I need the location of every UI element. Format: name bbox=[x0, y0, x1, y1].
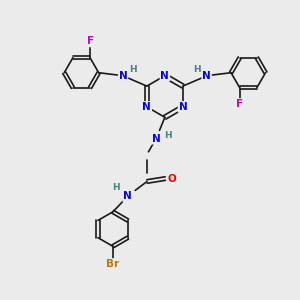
Text: F: F bbox=[236, 99, 243, 109]
Text: H: H bbox=[193, 65, 201, 74]
Text: N: N bbox=[123, 191, 132, 201]
Text: Br: Br bbox=[106, 259, 119, 269]
Text: H: H bbox=[112, 183, 120, 192]
Text: O: O bbox=[167, 173, 176, 184]
Text: H: H bbox=[129, 65, 136, 74]
Text: N: N bbox=[142, 102, 151, 112]
Text: N: N bbox=[152, 134, 160, 144]
Text: F: F bbox=[86, 36, 94, 46]
Text: N: N bbox=[202, 71, 211, 81]
Text: H: H bbox=[165, 130, 172, 140]
Text: N: N bbox=[160, 71, 169, 81]
Text: N: N bbox=[119, 71, 128, 81]
Text: N: N bbox=[178, 102, 187, 112]
